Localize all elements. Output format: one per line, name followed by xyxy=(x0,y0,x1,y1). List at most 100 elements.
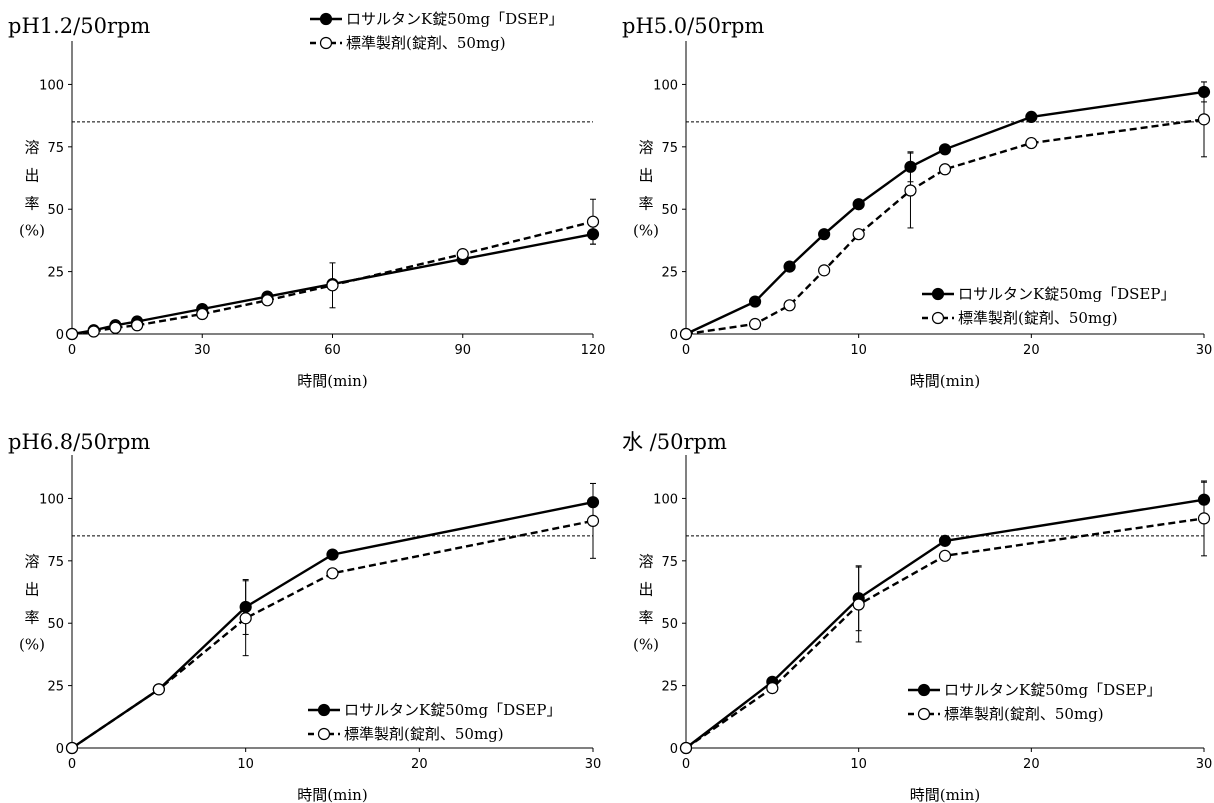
chart-title: pH5.0/50rpm xyxy=(622,14,764,38)
y-tick-label: 25 xyxy=(661,266,678,281)
y-axis-label-part: 溶 xyxy=(638,553,653,571)
y-axis-label-part: 出 xyxy=(638,581,653,599)
chart-panel-1: pH1.2/50rpm 0 25 50 75 100 0 30 60 90 120 溶出率 (%) 時間(… xyxy=(8,10,605,390)
x-tick-label: 0 xyxy=(682,757,690,772)
data-point-open xyxy=(938,549,952,562)
x-axis-label: 時間(min) xyxy=(297,372,367,390)
data-point-open xyxy=(904,184,917,197)
legend-marker-open xyxy=(317,727,331,741)
data-point-open xyxy=(196,307,209,321)
legend-marker-filled xyxy=(917,683,931,697)
chart-title: pH6.8/50rpm xyxy=(8,430,150,454)
data-point-open xyxy=(586,514,600,527)
y-axis-label-part: 溶 xyxy=(24,553,39,571)
y-tick-label: 0 xyxy=(56,742,64,757)
x-tick-label: 20 xyxy=(1023,757,1040,772)
data-point-open xyxy=(766,682,779,695)
data-point-open xyxy=(679,327,693,341)
chart-panel-2: pH5.0/50rpm 0 25 50 75 100 0 10 20 30 溶出率 (%) 時間(min… xyxy=(622,14,1212,390)
x-axis-label: 時間(min) xyxy=(910,372,980,390)
data-point-open xyxy=(87,325,100,338)
x-tick-label: 30 xyxy=(194,343,211,358)
y-tick-label: 75 xyxy=(47,141,64,156)
legend-label: ロサルタンK錠50mg「DSEP」 xyxy=(346,10,563,28)
y-axis-label-part: 溶 xyxy=(24,139,39,157)
series-2 xyxy=(679,81,1211,341)
y-axis-label-part: 率 xyxy=(638,195,653,213)
x-tick-label: 30 xyxy=(1196,757,1213,772)
y-tick-label: 100 xyxy=(653,78,678,93)
y-axis-label-part: 出 xyxy=(638,167,653,185)
y-tick-label: 25 xyxy=(661,680,678,695)
x-tick-label: 10 xyxy=(237,757,254,772)
legend: ロサルタンK錠50mg「DSEP」標準製剤(錠剤、50mg) xyxy=(310,10,563,52)
y-axis-label-part: 出 xyxy=(24,167,39,185)
data-point-open xyxy=(852,228,865,241)
series-line xyxy=(685,118,1205,336)
y-tick-label: 100 xyxy=(39,492,64,507)
y-tick-label: 25 xyxy=(47,266,64,281)
data-point-filled xyxy=(748,295,762,308)
series-2 xyxy=(65,482,600,755)
series-line xyxy=(71,220,594,336)
series-line xyxy=(71,519,594,749)
x-axis-label: 時間(min) xyxy=(910,786,980,803)
y-axis-label-part: 溶 xyxy=(638,139,653,157)
data-point-open xyxy=(1197,113,1211,126)
x-tick-label: 90 xyxy=(454,343,471,358)
y-tick-label: 75 xyxy=(661,141,678,156)
y-axis-label-part: 率 xyxy=(24,609,39,627)
data-point-filled xyxy=(852,198,865,211)
data-point-open xyxy=(748,317,762,331)
data-point-open xyxy=(679,741,693,755)
legend-marker-open xyxy=(931,311,945,325)
data-point-filled xyxy=(938,143,952,156)
data-point-open xyxy=(65,741,79,755)
data-point-open xyxy=(938,163,952,176)
legend-marker-filled xyxy=(319,12,333,26)
y-tick-label: 75 xyxy=(661,555,678,570)
legend-label: 標準製剤(錠剤、50mg) xyxy=(346,34,506,52)
chart-title: 水 /50rpm xyxy=(622,430,727,454)
chart-panel-4: 水 /50rpm 0 25 50 75 100 0 10 20 30 溶出率 (%) 時間(min) ロサ… xyxy=(622,430,1212,803)
data-point-open xyxy=(586,215,600,228)
legend-marker-open xyxy=(917,707,931,721)
x-axis-label: 時間(min) xyxy=(297,786,367,803)
y-tick-label: 50 xyxy=(47,617,64,632)
series-1 xyxy=(679,81,1211,341)
legend-label: ロサルタンK錠50mg「DSEP」 xyxy=(958,285,1175,303)
data-point-open xyxy=(326,567,339,580)
x-tick-label: 0 xyxy=(68,757,76,772)
data-point-open xyxy=(1197,512,1211,525)
y-axis-label-part: 出 xyxy=(24,581,39,599)
data-point-filled xyxy=(783,260,796,273)
x-tick-label: 20 xyxy=(1023,343,1040,358)
data-point-open xyxy=(65,327,79,341)
y-axis-label-part: (%) xyxy=(19,636,45,654)
data-point-open xyxy=(131,319,144,332)
data-point-open xyxy=(456,248,469,261)
y-tick-label: 0 xyxy=(670,328,678,343)
y-axis-label-part: 率 xyxy=(638,609,653,627)
legend-label: 標準製剤(錠剤、50mg) xyxy=(344,725,504,743)
x-tick-label: 30 xyxy=(585,757,602,772)
data-point-open xyxy=(852,598,865,611)
y-tick-label: 50 xyxy=(661,617,678,632)
legend: ロサルタンK錠50mg「DSEP」標準製剤(錠剤、50mg) xyxy=(908,681,1161,723)
x-tick-label: 20 xyxy=(411,757,428,772)
y-tick-label: 50 xyxy=(47,203,64,218)
y-tick-label: 75 xyxy=(47,555,64,570)
y-tick-label: 100 xyxy=(39,78,64,93)
y-tick-label: 0 xyxy=(670,742,678,757)
legend-label: 標準製剤(錠剤、50mg) xyxy=(944,705,1104,723)
legend-label: 標準製剤(錠剤、50mg) xyxy=(958,309,1118,327)
y-axis-label-part: (%) xyxy=(19,222,45,240)
x-tick-label: 10 xyxy=(850,757,867,772)
legend: ロサルタンK錠50mg「DSEP」標準製剤(錠剤、50mg) xyxy=(922,285,1175,327)
data-point-open xyxy=(239,612,252,625)
chart-panel-3: pH6.8/50rpm 0 25 50 75 100 0 10 20 30 溶出率 (%) 時間(min… xyxy=(8,430,601,803)
legend-marker-filled xyxy=(317,703,331,717)
series-2 xyxy=(679,480,1211,755)
y-axis-label-part: (%) xyxy=(633,222,659,240)
